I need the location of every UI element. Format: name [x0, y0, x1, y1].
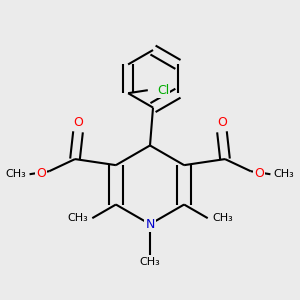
Text: CH₃: CH₃ — [140, 257, 160, 267]
Text: CH₃: CH₃ — [6, 169, 26, 179]
Text: O: O — [217, 116, 227, 129]
Text: N: N — [145, 218, 155, 231]
Text: CH₃: CH₃ — [212, 213, 233, 223]
Text: O: O — [254, 167, 264, 180]
Text: CH₃: CH₃ — [274, 169, 294, 179]
Text: CH₃: CH₃ — [67, 213, 88, 223]
Text: Cl: Cl — [157, 84, 169, 97]
Text: O: O — [36, 167, 46, 180]
Text: O: O — [73, 116, 83, 129]
